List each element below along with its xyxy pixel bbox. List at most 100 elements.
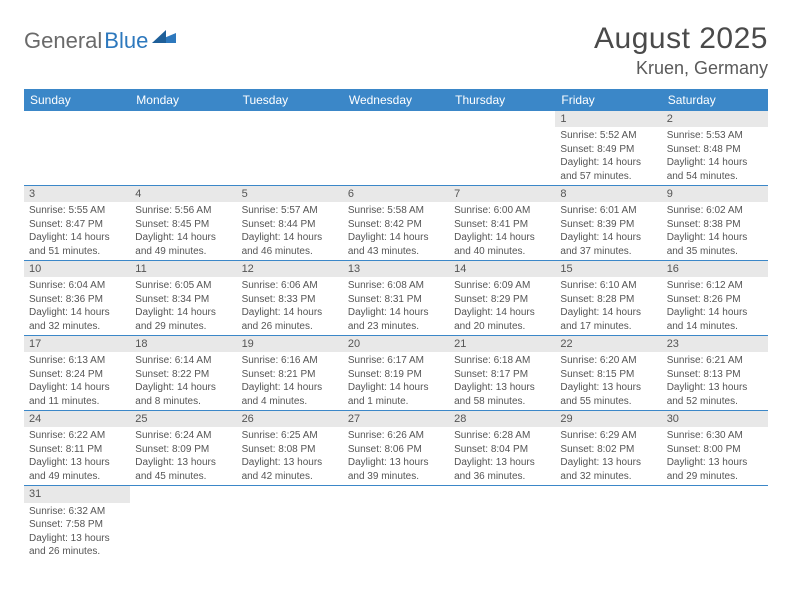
calendar-cell: 13Sunrise: 6:08 AMSunset: 8:31 PMDayligh… [343, 261, 449, 336]
day-number: 5 [237, 186, 343, 202]
sunrise-text: Sunrise: 6:06 AM [242, 279, 338, 293]
day-detail: Sunrise: 6:18 AMSunset: 8:17 PMDaylight:… [449, 352, 555, 410]
calendar-cell: 26Sunrise: 6:25 AMSunset: 8:08 PMDayligh… [237, 411, 343, 486]
day-detail: Sunrise: 6:04 AMSunset: 8:36 PMDaylight:… [24, 277, 130, 335]
sunset-text: Sunset: 8:49 PM [560, 143, 656, 157]
month-title: August 2025 [594, 22, 768, 56]
daylight-text: Daylight: 13 hours and 26 minutes. [29, 532, 125, 559]
calendar-cell: 8Sunrise: 6:01 AMSunset: 8:39 PMDaylight… [555, 186, 661, 261]
sunrise-text: Sunrise: 6:00 AM [454, 204, 550, 218]
calendar-cell: 16Sunrise: 6:12 AMSunset: 8:26 PMDayligh… [662, 261, 768, 336]
day-detail: Sunrise: 6:16 AMSunset: 8:21 PMDaylight:… [237, 352, 343, 410]
daylight-text: Daylight: 14 hours and 17 minutes. [560, 306, 656, 333]
sunrise-text: Sunrise: 6:04 AM [29, 279, 125, 293]
sunset-text: Sunset: 8:09 PM [135, 443, 231, 457]
sunrise-text: Sunrise: 6:10 AM [560, 279, 656, 293]
calendar-cell: 5Sunrise: 5:57 AMSunset: 8:44 PMDaylight… [237, 186, 343, 261]
day-number: 1 [555, 111, 661, 127]
calendar-cell: 20Sunrise: 6:17 AMSunset: 8:19 PMDayligh… [343, 336, 449, 411]
sunset-text: Sunset: 8:28 PM [560, 293, 656, 307]
calendar-cell: 7Sunrise: 6:00 AMSunset: 8:41 PMDaylight… [449, 186, 555, 261]
daylight-text: Daylight: 14 hours and 4 minutes. [242, 381, 338, 408]
calendar-cell: 21Sunrise: 6:18 AMSunset: 8:17 PMDayligh… [449, 336, 555, 411]
day-number: 17 [24, 336, 130, 352]
daylight-text: Daylight: 14 hours and 1 minute. [348, 381, 444, 408]
sunset-text: Sunset: 8:44 PM [242, 218, 338, 232]
calendar-cell: 9Sunrise: 6:02 AMSunset: 8:38 PMDaylight… [662, 186, 768, 261]
sunrise-text: Sunrise: 6:25 AM [242, 429, 338, 443]
calendar-cell: 30Sunrise: 6:30 AMSunset: 8:00 PMDayligh… [662, 411, 768, 486]
calendar-cell: 4Sunrise: 5:56 AMSunset: 8:45 PMDaylight… [130, 186, 236, 261]
day-detail: Sunrise: 6:30 AMSunset: 8:00 PMDaylight:… [662, 427, 768, 485]
daylight-text: Daylight: 14 hours and 23 minutes. [348, 306, 444, 333]
calendar-cell: 2Sunrise: 5:53 AMSunset: 8:48 PMDaylight… [662, 111, 768, 186]
daylight-text: Daylight: 14 hours and 29 minutes. [135, 306, 231, 333]
calendar-row: 1 Sunrise: 5:52 AMSunset: 8:49 PM Daylight… [24, 111, 768, 186]
calendar-cell: 1Sunrise: 5:52 AMSunset: 8:49 PMDaylight… [555, 111, 661, 186]
day-detail: Sunrise: 6:06 AMSunset: 8:33 PMDaylight:… [237, 277, 343, 335]
day-number: 12 [237, 261, 343, 277]
logo-text-1: General [24, 28, 102, 54]
sunrise-text: Sunrise: 6:21 AM [667, 354, 763, 368]
day-number: 24 [24, 411, 130, 427]
logo: General Blue [24, 22, 178, 54]
calendar-table: Sunday Monday Tuesday Wednesday Thursday… [24, 89, 768, 561]
calendar-cell [130, 486, 236, 561]
sunrise-text: Sunrise: 6:20 AM [560, 354, 656, 368]
title-block: August 2025 Kruen, Germany [594, 22, 768, 79]
sunrise-text: Sunrise: 6:14 AM [135, 354, 231, 368]
calendar-page: General Blue August 2025 Kruen, Germany … [0, 0, 792, 561]
sunrise-text: Sunrise: 5:52 AM [560, 129, 656, 143]
sunset-text: Sunset: 8:00 PM [667, 443, 763, 457]
daylight-text: Daylight: 13 hours and 36 minutes. [454, 456, 550, 483]
day-number: 26 [237, 411, 343, 427]
sunrise-text: Sunrise: 6:01 AM [560, 204, 656, 218]
sunrise-text: Sunrise: 5:56 AM [135, 204, 231, 218]
day-number: 15 [555, 261, 661, 277]
day-detail: Sunrise: 6:25 AMSunset: 8:08 PMDaylight:… [237, 427, 343, 485]
calendar-cell: 14Sunrise: 6:09 AMSunset: 8:29 PMDayligh… [449, 261, 555, 336]
sunset-text: Sunset: 8:39 PM [560, 218, 656, 232]
day-number: 11 [130, 261, 236, 277]
calendar-cell [343, 486, 449, 561]
day-detail: Sunrise: 6:02 AMSunset: 8:38 PMDaylight:… [662, 202, 768, 260]
day-number: 25 [130, 411, 236, 427]
calendar-cell [662, 486, 768, 561]
daylight-text: Daylight: 14 hours and 35 minutes. [667, 231, 763, 258]
sunrise-text: Sunrise: 6:13 AM [29, 354, 125, 368]
sunrise-text: Sunrise: 5:53 AM [667, 129, 763, 143]
day-detail: Sunrise: 6:17 AMSunset: 8:19 PMDaylight:… [343, 352, 449, 410]
calendar-row: 10Sunrise: 6:04 AMSunset: 8:36 PMDayligh… [24, 261, 768, 336]
calendar-cell: 31Sunrise: 6:32 AMSunset: 7:58 PMDayligh… [24, 486, 130, 561]
sunset-text: Sunset: 8:02 PM [560, 443, 656, 457]
day-detail: Sunrise: 6:05 AMSunset: 8:34 PMDaylight:… [130, 277, 236, 335]
calendar-cell [24, 111, 130, 186]
daylight-text: Daylight: 13 hours and 29 minutes. [667, 456, 763, 483]
calendar-cell [449, 111, 555, 186]
sunrise-text: Sunrise: 6:32 AM [29, 505, 125, 519]
day-detail: Sunrise: 5:57 AMSunset: 8:44 PMDaylight:… [237, 202, 343, 260]
sunset-text: Sunset: 8:34 PM [135, 293, 231, 307]
sunset-text: Sunset: 8:11 PM [29, 443, 125, 457]
day-number: 31 [24, 486, 130, 502]
calendar-cell: 6Sunrise: 5:58 AMSunset: 8:42 PMDaylight… [343, 186, 449, 261]
sunset-text: Sunset: 8:26 PM [667, 293, 763, 307]
daylight-text: Daylight: 13 hours and 55 minutes. [560, 381, 656, 408]
sunset-text: Sunset: 8:17 PM [454, 368, 550, 382]
sunset-text: Sunset: 8:42 PM [348, 218, 444, 232]
day-detail: Sunrise: 6:14 AMSunset: 8:22 PMDaylight:… [130, 352, 236, 410]
sunset-text: Sunset: 8:24 PM [29, 368, 125, 382]
sunrise-text: Sunrise: 6:02 AM [667, 204, 763, 218]
day-detail: Sunrise: 6:29 AMSunset: 8:02 PMDaylight:… [555, 427, 661, 485]
day-number: 23 [662, 336, 768, 352]
calendar-cell: 10Sunrise: 6:04 AMSunset: 8:36 PMDayligh… [24, 261, 130, 336]
daylight-text: Daylight: 14 hours and 32 minutes. [29, 306, 125, 333]
day-number: 16 [662, 261, 768, 277]
sunset-text: Sunset: 8:41 PM [454, 218, 550, 232]
calendar-cell: 12Sunrise: 6:06 AMSunset: 8:33 PMDayligh… [237, 261, 343, 336]
sunset-text: Sunset: 8:08 PM [242, 443, 338, 457]
calendar-cell: 3Sunrise: 5:55 AMSunset: 8:47 PMDaylight… [24, 186, 130, 261]
sunrise-text: Sunrise: 6:28 AM [454, 429, 550, 443]
daylight-text: Daylight: 14 hours and 26 minutes. [242, 306, 338, 333]
daylight-text: Daylight: 14 hours and 54 minutes. [667, 156, 763, 183]
